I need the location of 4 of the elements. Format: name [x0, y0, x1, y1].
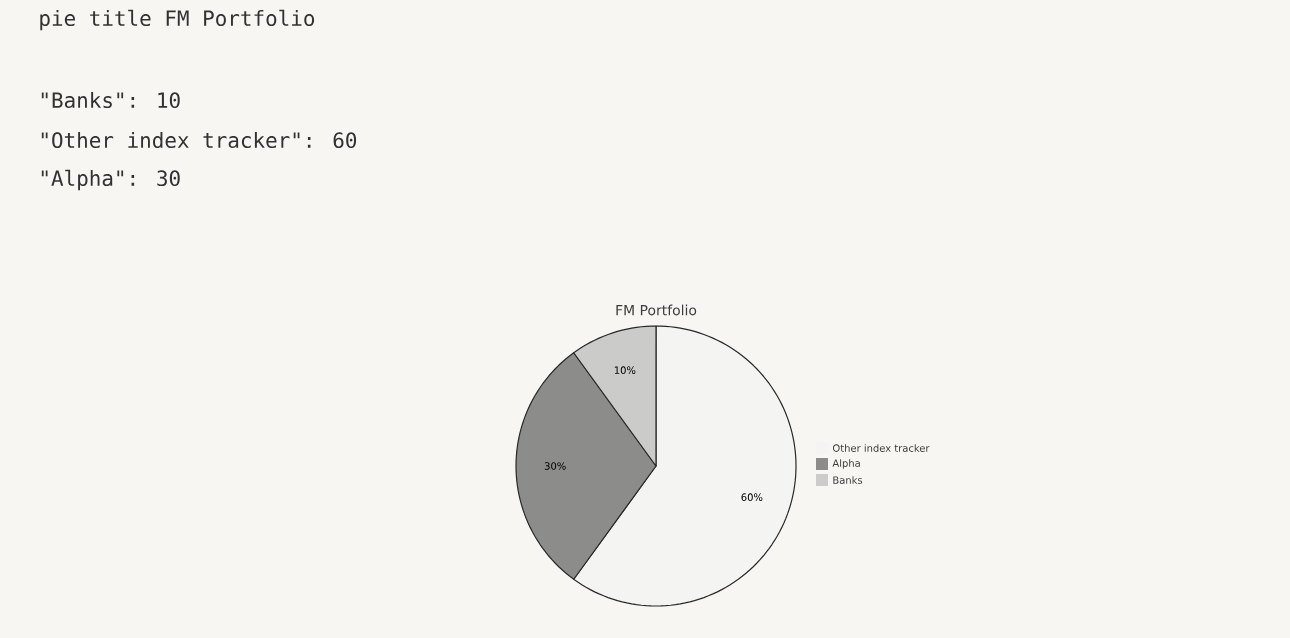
text: "Alpha": 30	[41, 169, 180, 191]
text: "Banks": 10	[41, 91, 180, 109]
text: "Other index tracker": 60	[41, 131, 357, 149]
text: pie title FM Portfolio	[40, 9, 315, 31]
